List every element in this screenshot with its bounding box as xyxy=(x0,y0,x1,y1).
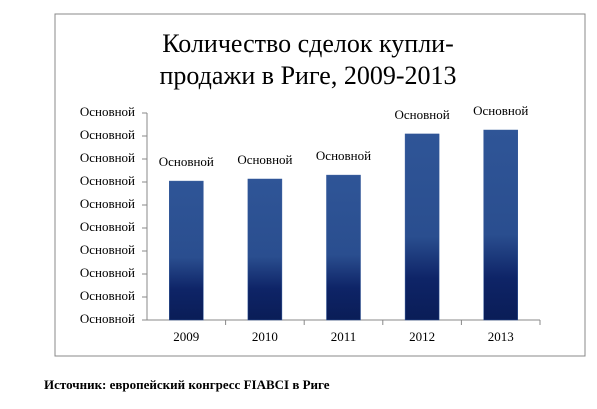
y-tick-label: Основной xyxy=(80,104,135,119)
chart-title: продажи в Риге, 2009-2013 xyxy=(160,61,457,90)
chart-title: Количество сделок купли- xyxy=(162,29,454,58)
y-tick-label: Основной xyxy=(80,150,135,165)
y-tick-label: Основной xyxy=(80,127,135,142)
data-label: Основной xyxy=(395,107,450,122)
y-tick-label: Основной xyxy=(80,311,135,326)
x-tick-label: 2009 xyxy=(173,329,199,344)
bar xyxy=(247,178,283,321)
x-tick-label: 2013 xyxy=(488,329,514,344)
data-label: Основной xyxy=(159,154,214,169)
data-label: Основной xyxy=(473,103,528,118)
y-tick-label: Основной xyxy=(80,196,135,211)
bar xyxy=(404,133,440,321)
y-tick-label: Основной xyxy=(80,219,135,234)
y-tick-label: Основной xyxy=(80,173,135,188)
x-tick-label: 2010 xyxy=(252,329,278,344)
y-tick-label: Основной xyxy=(80,265,135,280)
bar xyxy=(169,180,204,321)
x-tick-label: 2012 xyxy=(409,329,435,344)
x-tick-label: 2011 xyxy=(331,329,357,344)
source-note: Источник: европейский конгресс FIABCI в … xyxy=(44,377,330,392)
y-tick-label: Основной xyxy=(80,288,135,303)
bar xyxy=(483,129,518,321)
data-label: Основной xyxy=(237,152,292,167)
y-tick-label: Основной xyxy=(80,242,135,257)
bar xyxy=(326,174,361,321)
data-label: Основной xyxy=(316,148,371,163)
